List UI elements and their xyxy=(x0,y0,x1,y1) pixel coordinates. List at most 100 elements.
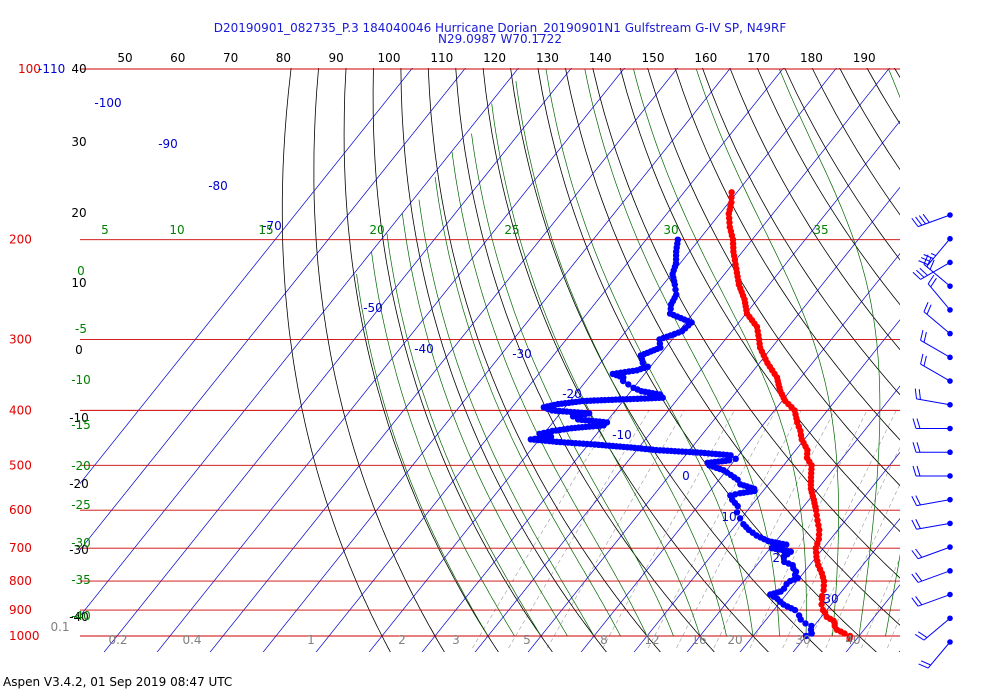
moist-adiabat-label: -30 xyxy=(71,536,91,550)
dry-adiabat xyxy=(756,68,900,306)
dewpoint-profile-point xyxy=(644,363,651,370)
dry-adiabat xyxy=(592,68,900,579)
moist-adiabat-label: 20 xyxy=(369,223,384,237)
pressure-label: 400 xyxy=(9,403,32,417)
moist-adiabat xyxy=(434,176,621,637)
mixing-ratio-line xyxy=(887,616,900,649)
isotherm-line xyxy=(686,385,900,652)
wind-barb xyxy=(911,544,953,560)
dry-adiabat xyxy=(313,68,445,652)
dewpoint-profile-point xyxy=(736,515,744,522)
top-axis-label: 100 xyxy=(378,51,401,65)
wind-barb xyxy=(912,465,953,479)
isotherm-line xyxy=(103,68,572,652)
mixing-ratio-line xyxy=(547,410,685,649)
temperature-profile-point xyxy=(846,632,854,640)
mixing-ratio-label: 2 xyxy=(398,633,406,647)
moist-adiabat xyxy=(695,68,839,637)
dry-adiabat xyxy=(427,68,661,652)
temperature-profile-point xyxy=(815,536,822,543)
chart-title-line-1: D20190901_082735_P.3 184040046 Hurricane… xyxy=(213,21,787,35)
pressure-label: 900 xyxy=(9,603,32,617)
isotherm-label: -10 xyxy=(612,428,632,442)
isotherm-label: -70 xyxy=(262,219,282,233)
isotherm-line xyxy=(368,68,837,652)
mixing-ratio-label: 5 xyxy=(523,633,531,647)
dry-adiabat xyxy=(839,68,900,171)
left-axis-label: -40 xyxy=(69,610,89,624)
temperature-profile-point xyxy=(814,517,821,524)
wind-barb xyxy=(911,568,953,583)
temperature-profile-point xyxy=(815,521,822,529)
pressure-label: 200 xyxy=(9,233,32,247)
isotherm-line xyxy=(80,68,466,551)
dewpoint-profile-point xyxy=(666,310,674,317)
moist-adiabat-label: -25 xyxy=(71,498,91,512)
dry-adiabat xyxy=(811,68,900,216)
wind-barb xyxy=(911,495,953,507)
dry-adiabat xyxy=(619,68,900,533)
top-axis-label: 180 xyxy=(800,51,823,65)
dry-adiabat xyxy=(960,43,1000,659)
top-axis-label: 170 xyxy=(747,51,770,65)
dry-adiabat xyxy=(934,43,1000,659)
left-axis-label: 30 xyxy=(71,135,86,149)
pressure-label: 100 xyxy=(18,62,41,76)
left-axis-label: 20 xyxy=(71,206,86,220)
temperature-profile-point xyxy=(813,512,820,519)
dry-adiabat xyxy=(400,68,607,652)
top-axis-label: 130 xyxy=(536,51,559,65)
mixing-ratio-label: 40 xyxy=(845,633,860,647)
pressure-label: 700 xyxy=(9,541,32,555)
footer-version-timestamp: Aspen V3.4.2, 01 Sep 2019 08:47 UTC xyxy=(3,675,233,689)
wind-barb xyxy=(918,639,953,669)
dry-adiabat xyxy=(907,43,1000,659)
moist-adiabat xyxy=(778,68,881,637)
top-axis-label: 80 xyxy=(276,51,291,65)
isotherm-line xyxy=(845,584,900,652)
wind-barb xyxy=(912,418,953,432)
moist-adiabat-label: 30 xyxy=(663,223,678,237)
chart-title-line-2: N29.0987 W70.1722 xyxy=(438,32,562,46)
isotherm-line xyxy=(946,43,1000,659)
left-axis-label: 0 xyxy=(75,343,83,357)
temperature-profile-point xyxy=(820,582,827,589)
moist-adiabat xyxy=(401,213,568,637)
moist-adiabat-label: 25 xyxy=(504,223,519,237)
moist-adiabat xyxy=(356,274,489,637)
left-axis-label: 10 xyxy=(71,276,86,290)
isotherm-label: 10 xyxy=(721,510,736,524)
mixing-ratio-line xyxy=(713,410,835,649)
dewpoint-profile-point xyxy=(740,521,747,528)
moist-adiabat xyxy=(633,68,807,636)
moist-adiabat-label: -10 xyxy=(71,373,91,387)
moist-adiabat-label: -15 xyxy=(71,418,91,432)
top-axis-label: 50 xyxy=(117,51,132,65)
mixing-ratio-line xyxy=(861,557,900,649)
dewpoint-profile-point xyxy=(733,509,741,516)
dry-adiabat xyxy=(702,68,900,396)
temperature-profile-point xyxy=(816,526,823,534)
mixing-ratio-line xyxy=(676,410,802,649)
mixing-ratio-line xyxy=(825,483,900,649)
dewpoint-profile-point xyxy=(732,455,739,462)
moist-adiabat-label: -20 xyxy=(71,459,91,473)
pressure-label: -110 xyxy=(38,62,65,76)
isotherm-label: 30 xyxy=(823,592,838,606)
plot-area xyxy=(80,43,1000,659)
wind-barb xyxy=(914,615,953,641)
mixing-ratio-label: 1 xyxy=(307,633,315,647)
wind-barb xyxy=(923,254,953,289)
isotherm-label: 0 xyxy=(682,469,690,483)
top-axis-label: 120 xyxy=(483,51,506,65)
wind-barb xyxy=(927,274,953,313)
dewpoint-profile-point xyxy=(630,384,637,391)
dewpoint-profile-point xyxy=(732,491,739,498)
temperature-profile-point xyxy=(819,606,827,614)
moist-adiabat xyxy=(515,80,727,637)
dry-adiabat xyxy=(343,68,499,652)
left-axis-label: 40 xyxy=(71,62,86,76)
isotherm-line xyxy=(315,68,784,652)
mixing-ratio-line xyxy=(806,446,900,649)
mixing-ratio-label: 3 xyxy=(452,633,460,647)
